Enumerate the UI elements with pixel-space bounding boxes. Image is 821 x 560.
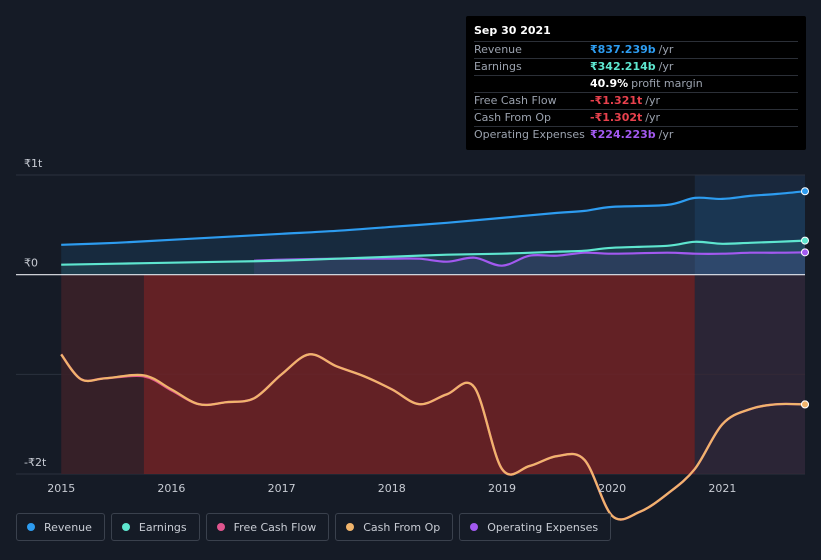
x-tick-label: 2019 <box>488 482 516 495</box>
tooltip-unit: /yr <box>645 94 661 107</box>
tooltip-row-revenue: Revenue ₹837.239b /yr <box>474 42 798 59</box>
line-earnings <box>61 239 806 266</box>
marker-revenue <box>801 187 809 196</box>
legend-dot-icon <box>216 523 225 531</box>
tooltip-row-profit-margin: 40.9% profit margin <box>474 76 798 93</box>
tooltip-unit: /yr <box>645 111 661 124</box>
tooltip-label: Free Cash Flow <box>474 94 557 107</box>
tooltip-value: -₹1.321t <box>590 94 643 107</box>
marker-earnings <box>801 236 809 245</box>
y-tick-label: ₹1t <box>24 157 43 170</box>
marker-cash-from-op <box>801 400 809 409</box>
legend-label: Earnings <box>138 520 187 534</box>
x-tick-label: 2017 <box>268 482 296 495</box>
x-tick-label: 2015 <box>47 482 75 495</box>
tooltip-panel: Sep 30 2021 Revenue ₹837.239b /yr Earnin… <box>466 16 806 150</box>
tooltip-label: Operating Expenses <box>474 128 585 141</box>
x-tick-label: 2020 <box>598 482 626 495</box>
tooltip-value: ₹837.239b <box>590 43 656 56</box>
legend-dot-icon <box>470 523 479 531</box>
legend-dot-icon <box>346 523 355 531</box>
y-tick-label: -₹2t <box>24 456 47 469</box>
cash-flow-area-recent <box>694 274 805 474</box>
tooltip-unit: /yr <box>658 128 674 141</box>
legend-label: Cash From Op <box>363 520 441 534</box>
tooltip-unit: /yr <box>658 43 674 56</box>
marker-operating-expenses <box>801 248 809 257</box>
tooltip-label: Revenue <box>474 43 522 56</box>
tooltip-value: 40.9% <box>590 77 629 90</box>
legend-dot-icon <box>27 523 35 531</box>
cash-flow-area <box>143 274 695 474</box>
x-tick-label: 2016 <box>157 482 185 495</box>
line-cash-from-op <box>60 353 806 521</box>
line-revenue <box>61 190 806 246</box>
legend-item-earnings[interactable]: Earnings <box>110 513 200 541</box>
legend-label: Revenue <box>44 520 92 534</box>
y-tick-label: ₹0 <box>24 257 38 270</box>
area-earnings <box>61 240 805 275</box>
line-operating-expenses <box>254 251 806 267</box>
tooltip-date: Sep 30 2021 <box>474 23 798 42</box>
tooltip-row-earnings: Earnings ₹342.214b /yr <box>474 59 798 76</box>
legend-label: Operating Expenses <box>487 520 599 534</box>
tooltip-value: ₹224.223b <box>590 128 656 141</box>
tooltip-label: Cash From Op <box>474 111 552 124</box>
legend-label: Free Cash Flow <box>233 520 317 534</box>
tooltip-row-operating-expenses: Operating Expenses ₹224.223b /yr <box>474 127 798 143</box>
tooltip-row-cash-from-op: Cash From Op -₹1.302t /yr <box>474 110 798 127</box>
tooltip-unit: /yr <box>658 60 674 73</box>
tooltip-value: -₹1.302t <box>590 111 643 124</box>
legend-item-revenue[interactable]: Revenue <box>16 513 105 541</box>
tooltip-row-free-cash-flow: Free Cash Flow -₹1.321t /yr <box>474 93 798 110</box>
legend-item-free-cash-flow[interactable]: Free Cash Flow <box>205 513 330 541</box>
area-operating-expenses <box>254 252 806 275</box>
legend-item-cash-from-op[interactable]: Cash From Op <box>335 513 454 541</box>
legend-dot-icon <box>121 523 130 531</box>
tooltip-value: ₹342.214b <box>590 60 656 73</box>
tooltip-label <box>474 76 590 92</box>
x-tick-label: 2018 <box>378 482 406 495</box>
tooltip-unit: profit margin <box>631 77 703 90</box>
tooltip-label: Earnings <box>474 60 522 73</box>
legend: Revenue Earnings Free Cash Flow Cash Fro… <box>16 513 617 541</box>
x-tick-label: 2021 <box>708 482 736 495</box>
legend-item-operating-expenses[interactable]: Operating Expenses <box>459 513 612 541</box>
